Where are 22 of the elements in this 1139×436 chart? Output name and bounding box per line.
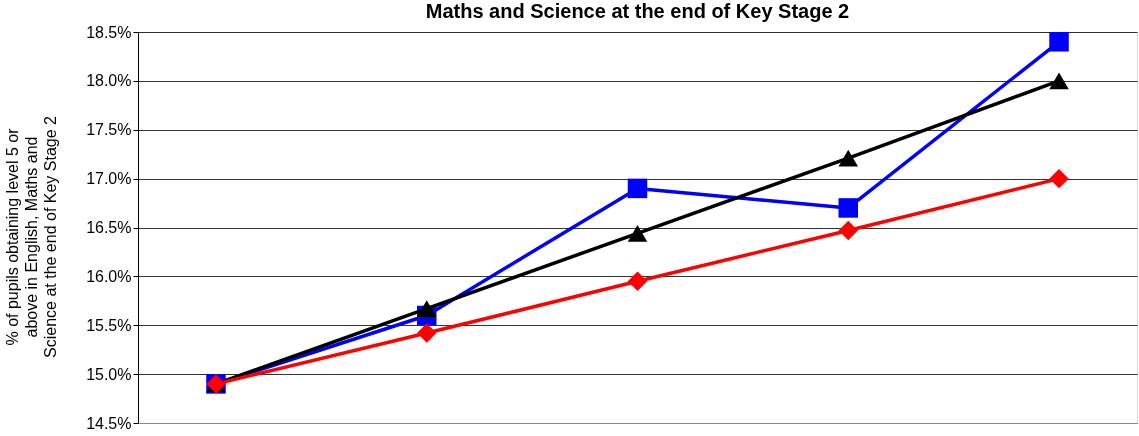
- point: [838, 220, 859, 241]
- y-tick-label: 15.5%: [86, 316, 132, 334]
- point: [1049, 168, 1069, 189]
- y-tick-label: 16.0%: [86, 267, 132, 285]
- y-tick-label: 18.0%: [86, 72, 132, 90]
- y-tick-label: 17.0%: [86, 170, 132, 188]
- y-tick-label: 18.5%: [86, 23, 132, 41]
- point: [627, 271, 648, 292]
- point: [416, 300, 437, 318]
- point: [838, 198, 859, 218]
- point: [1049, 32, 1069, 52]
- y-tick-label: 17.5%: [86, 121, 132, 139]
- point: [627, 224, 648, 242]
- point: [627, 178, 648, 199]
- y-axis-title: % of pupils obtaining level 5 or above in English, Maths and Science at the end of Key Stage 2: [4, 115, 59, 358]
- point: [1049, 72, 1069, 90]
- y-tick-label: 16.5%: [86, 219, 132, 236]
- chart-title: Maths and Science at the end of Key Stage 2: [425, 0, 850, 22]
- y-tick-label: 14.5%: [86, 414, 132, 432]
- y-tick-label: 15.0%: [86, 365, 132, 383]
- point: [416, 323, 437, 343]
- point: [838, 149, 859, 167]
